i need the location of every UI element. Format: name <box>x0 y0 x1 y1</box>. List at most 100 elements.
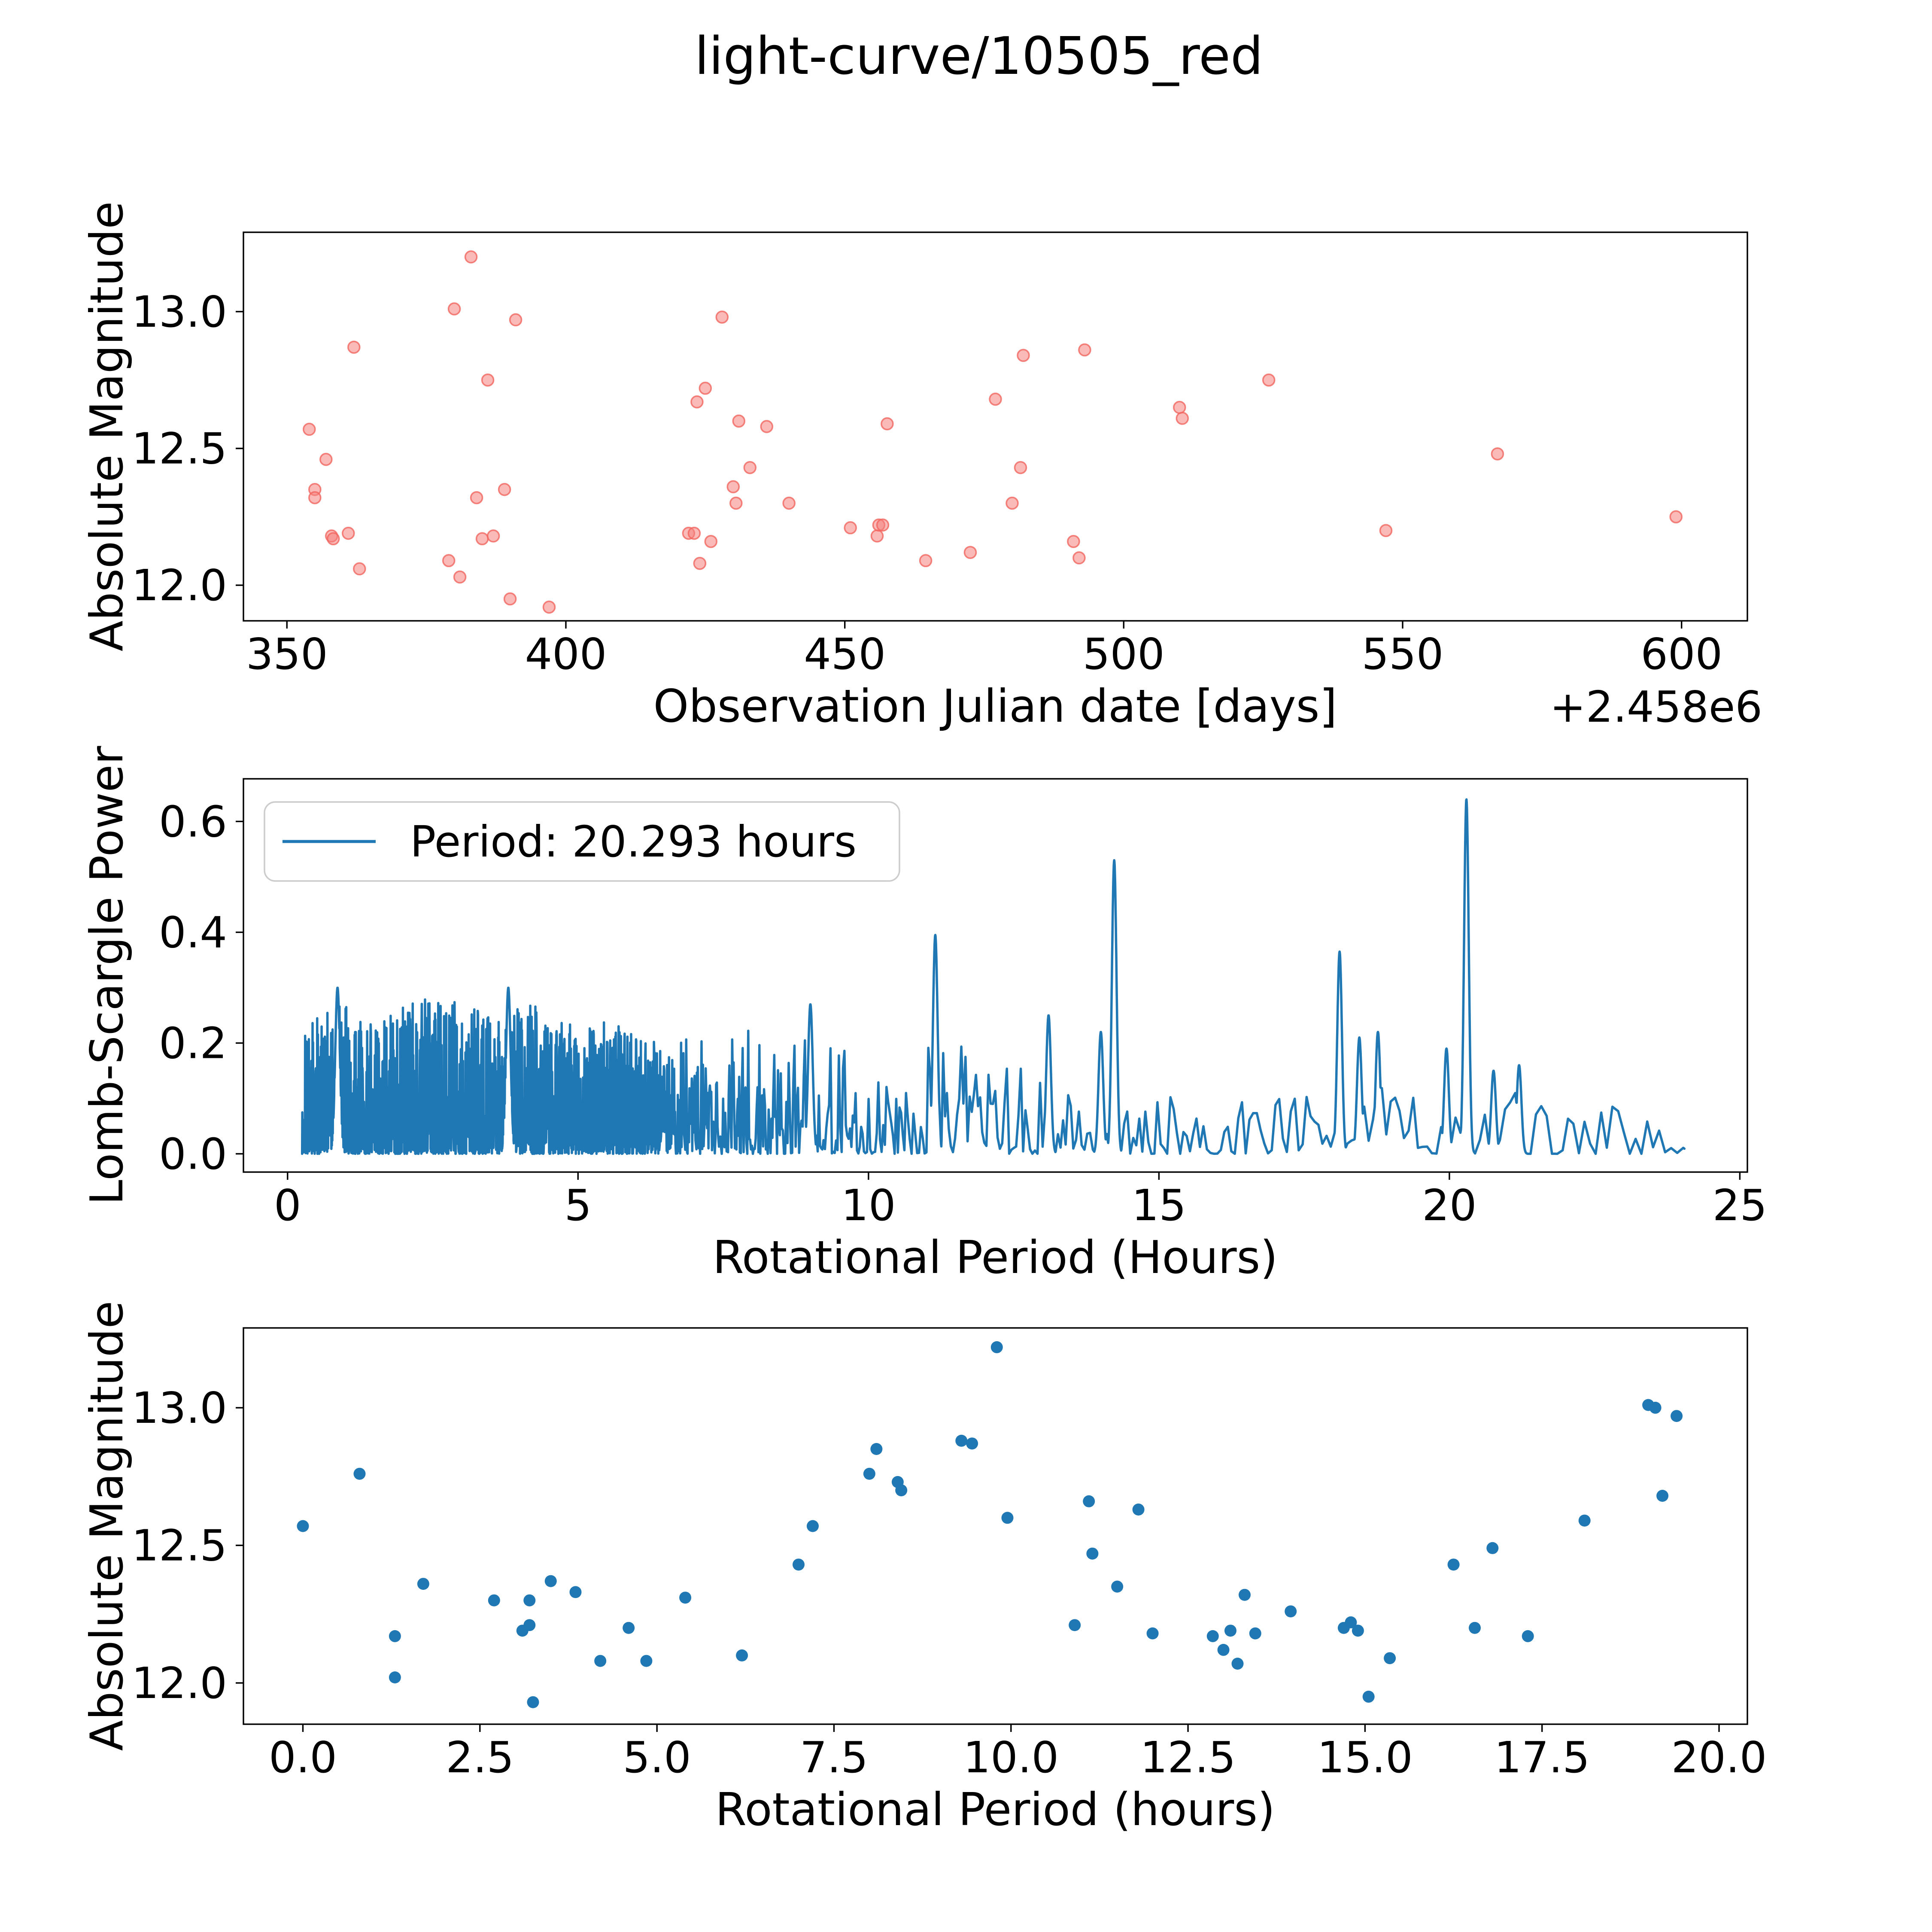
scatter-point <box>732 414 746 428</box>
scatter-point <box>760 420 774 433</box>
scatter-point <box>353 1467 366 1480</box>
x-tick-label: 350 <box>246 629 328 679</box>
scatter-point <box>1262 373 1276 387</box>
scatter-point <box>1362 1690 1375 1703</box>
scatter-point <box>1384 1652 1396 1665</box>
y-tick-label: 13.0 <box>131 287 227 337</box>
scatter-point <box>523 1594 536 1607</box>
scatter-point <box>303 422 316 436</box>
scatter-point <box>1146 1627 1159 1640</box>
scatter-point <box>442 554 456 568</box>
scatter-point <box>389 1671 401 1683</box>
scatter-point <box>353 562 366 576</box>
scatter-point <box>1522 1630 1534 1642</box>
legend-box <box>264 801 900 882</box>
top-plot: 350 400 450 500 550 600 12.0 12.5 13.0 Observati… <box>81 201 1762 732</box>
axes-frame <box>243 231 1748 622</box>
scatter-point <box>569 1586 582 1598</box>
scatter-point <box>1014 461 1027 474</box>
x-tick-label: 12.5 <box>1140 1732 1236 1783</box>
scatter-point <box>640 1655 653 1667</box>
y-tick-label: 0.0 <box>159 1129 227 1179</box>
scatter-point <box>726 480 740 493</box>
scatter-point <box>1176 412 1189 425</box>
scatter-point <box>870 529 884 543</box>
scatter-point <box>453 570 467 584</box>
scatter-point <box>793 1558 805 1571</box>
top-plot-xlabel: Observation Julian date [days] <box>653 680 1337 732</box>
scatter-point <box>475 532 489 546</box>
top-plot-x-offset-label: +2.458e6 <box>1550 682 1762 732</box>
x-tick-label: 2.5 <box>446 1732 514 1783</box>
scatter-point <box>990 1341 1003 1353</box>
scatter-point <box>955 1434 968 1447</box>
scatter-point <box>1206 1630 1219 1642</box>
scatter-point <box>470 491 483 504</box>
scatter-point <box>326 532 340 546</box>
scatter-point <box>542 600 556 614</box>
phase-plot-ylabel: Absolute Magnitude <box>81 1301 133 1751</box>
scatter-point <box>319 453 333 466</box>
scatter-point <box>844 521 857 535</box>
scatter-point <box>1239 1589 1251 1601</box>
scatter-point <box>1017 349 1030 362</box>
scatter-point <box>1379 524 1393 537</box>
scatter-point <box>895 1484 908 1497</box>
scatter-point <box>297 1520 309 1532</box>
y-tick-label: 0.4 <box>159 907 227 957</box>
y-tick-label: 12.5 <box>131 424 227 474</box>
scatter-point <box>417 1578 429 1590</box>
scatter-point <box>486 529 500 543</box>
scatter-point <box>1086 1547 1099 1560</box>
top-plot-frame: 350 400 450 500 550 600 12.0 12.5 13.0 <box>131 231 1748 679</box>
x-tick-label: 5.0 <box>623 1732 691 1783</box>
periodogram-ylabel: Lomb-Scargle Power <box>81 746 133 1205</box>
y-tick-label: 12.0 <box>131 1658 227 1708</box>
scatter-point <box>693 556 707 570</box>
scatter-point <box>1345 1616 1357 1628</box>
y-tick-label: 12.5 <box>131 1520 227 1571</box>
scatter-point <box>1469 1622 1481 1634</box>
scatter-point <box>989 392 1002 406</box>
y-tick-label: 12.0 <box>131 560 227 611</box>
phase-plot: 0.0 2.5 5.0 7.5 10.0 12.5 15.0 17.5 20.0 12.0 12.5… <box>81 1301 1767 1836</box>
scatter-point <box>1447 1558 1460 1571</box>
scatter-point <box>544 1575 557 1587</box>
scatter-point <box>1231 1658 1244 1670</box>
scatter-point <box>1285 1605 1297 1618</box>
scatter-point <box>919 554 933 568</box>
scatter-point <box>715 310 729 324</box>
scatter-point <box>963 546 977 559</box>
x-tick-label: 550 <box>1362 629 1444 679</box>
scatter-point <box>690 395 704 409</box>
x-tick-label: 500 <box>1083 629 1165 679</box>
top-plot-ylabel: Absolute Magnitude <box>81 201 133 652</box>
x-tick-label: 20.0 <box>1671 1732 1767 1783</box>
scatter-point <box>1217 1643 1230 1656</box>
phase-plot-points <box>297 1341 1683 1708</box>
phase-plot-frame: 0.0 2.5 5.0 7.5 10.0 12.5 15.0 17.5 20.0 12.0 12.5… <box>131 1327 1767 1783</box>
x-tick-label: 10.0 <box>963 1732 1059 1783</box>
scatter-point <box>1111 1580 1124 1593</box>
x-tick-label: 0.0 <box>269 1732 337 1783</box>
scatter-point <box>1078 343 1091 357</box>
x-tick-label: 7.5 <box>800 1732 868 1783</box>
scatter-point <box>870 1443 883 1455</box>
scatter-point <box>342 526 355 540</box>
scatter-point <box>523 1619 536 1631</box>
legend-label: Period: 20.293 hours <box>410 817 857 867</box>
scatter-point <box>509 313 522 327</box>
scatter-point <box>782 496 796 510</box>
x-tick-label: 5 <box>564 1180 592 1230</box>
x-tick-label: 400 <box>525 629 607 679</box>
scatter-point <box>1005 496 1019 510</box>
scatter-point <box>687 526 701 540</box>
x-tick-label: 450 <box>804 629 886 679</box>
scatter-point <box>1352 1625 1364 1637</box>
scatter-point <box>876 518 890 532</box>
scatter-point <box>807 1520 819 1532</box>
scatter-point <box>1669 510 1683 524</box>
scatter-point <box>389 1630 401 1642</box>
x-tick-label: 20 <box>1422 1180 1476 1230</box>
